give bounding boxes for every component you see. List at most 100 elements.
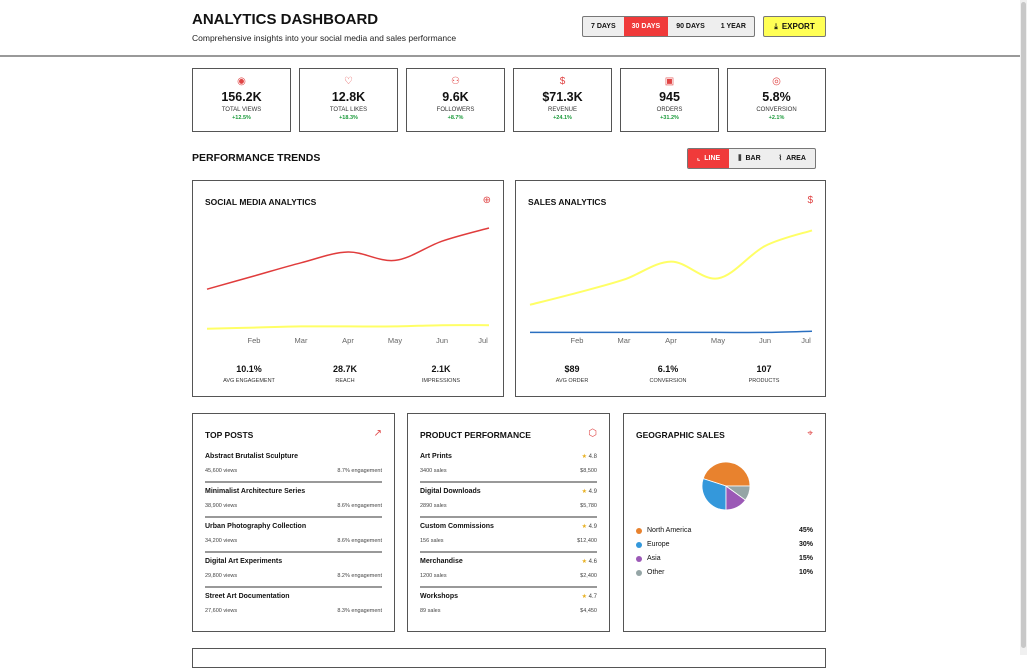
kpi-label: CONVERSION bbox=[756, 107, 797, 113]
x-tick-label: Feb bbox=[571, 336, 584, 345]
download-icon: ⤓ bbox=[774, 21, 778, 31]
list-item[interactable]: Art Prints ★ 4.8 3400 sales $8,500 bbox=[420, 448, 597, 483]
legend-label: Asia bbox=[647, 555, 661, 562]
page-title: ANALYTICS DASHBOARD bbox=[192, 11, 379, 28]
users-icon: ⚇ bbox=[451, 76, 460, 87]
kpi-change: +31.2% bbox=[660, 115, 679, 121]
pie-slice-europe bbox=[701, 478, 727, 511]
x-tick-label: Feb bbox=[248, 336, 261, 345]
dollar-icon: $ bbox=[559, 76, 566, 87]
post-views: 34,200 views bbox=[205, 538, 238, 544]
legend-value: 10% bbox=[798, 569, 813, 576]
post-engagement: 8.6% engagement bbox=[337, 538, 382, 544]
bar-chart-icon: ⫼ bbox=[738, 155, 742, 162]
top-posts-card: TOP POSTS ↗ Abstract Brutalist Sculpture… bbox=[192, 413, 395, 632]
product-rating: ★ 4.6 bbox=[581, 559, 597, 565]
kpi-value: 156.2K bbox=[221, 90, 262, 104]
eye-icon: ◉ bbox=[237, 76, 246, 87]
post-views: 38,900 views bbox=[205, 503, 238, 509]
range-90-days[interactable]: 90 DAYS bbox=[676, 23, 705, 30]
scrollbar-thumb[interactable] bbox=[1021, 2, 1026, 648]
list-item[interactable]: Urban Photography Collection 34,200 view… bbox=[205, 518, 382, 553]
dollar-icon: $ bbox=[807, 195, 813, 206]
post-views: 45,600 views bbox=[205, 468, 238, 474]
geographic-sales-card: GEOGRAPHIC SALES ⌖ North America 45% Eur… bbox=[623, 413, 826, 632]
kpi-change: +12.5% bbox=[232, 115, 251, 121]
series-line-0 bbox=[529, 229, 813, 306]
product-name: Workshops bbox=[420, 593, 458, 600]
post-engagement: 8.7% engagement bbox=[337, 468, 382, 474]
target-icon: ◎ bbox=[772, 76, 781, 87]
social-media-card: SOCIAL MEDIA ANALYTICS ⊕ Feb Mar Apr May Jun… bbox=[192, 180, 504, 397]
product-name: Art Prints bbox=[420, 453, 452, 460]
legend-value: 15% bbox=[798, 555, 813, 562]
stat-label: IMPRESSIONS bbox=[421, 378, 461, 384]
kpi-card: ◎ 5.8% CONVERSION +2.1% bbox=[727, 68, 826, 132]
toggle-area[interactable]: ⌇ AREA bbox=[770, 149, 815, 168]
kpi-change: +8.7% bbox=[447, 115, 464, 121]
x-tick-label: May bbox=[388, 336, 402, 345]
legend-item: North America 45% bbox=[636, 527, 813, 541]
list-item[interactable]: Workshops ★ 4.7 89 sales $4,450 bbox=[420, 588, 597, 623]
geo-pie-chart bbox=[701, 461, 751, 511]
stat-label: AVG ENGAGEMENT bbox=[223, 378, 275, 384]
post-name: Urban Photography Collection bbox=[205, 523, 307, 530]
x-tick-label: Apr bbox=[665, 336, 677, 345]
trending-up-icon: ↗ bbox=[373, 428, 382, 439]
chart-stat: 2.1K IMPRESSIONS bbox=[391, 364, 491, 384]
chart-stat: 10.1% AVG ENGAGEMENT bbox=[199, 364, 299, 384]
kpi-card: $ $71.3K REVENUE +24.1% bbox=[513, 68, 612, 132]
export-button[interactable]: ⤓ EXPORT bbox=[763, 16, 826, 37]
toggle-bar[interactable]: ⫼ BAR bbox=[729, 149, 769, 168]
kpi-label: ORDERS bbox=[656, 107, 683, 113]
post-engagement: 8.3% engagement bbox=[337, 608, 382, 614]
stat-value: 6.1% bbox=[657, 364, 679, 374]
stat-label: REACH bbox=[335, 378, 355, 384]
list-item[interactable]: Minimalist Architecture Series 38,900 vi… bbox=[205, 483, 382, 518]
legend-value: 45% bbox=[798, 527, 813, 534]
social-line-chart: Feb Mar Apr May Jun Jul bbox=[206, 227, 490, 345]
series-line-1 bbox=[530, 330, 813, 334]
kpi-label: TOTAL LIKES bbox=[329, 107, 368, 113]
list-item[interactable]: Street Art Documentation 27,600 views 8.… bbox=[205, 588, 382, 623]
range-7-days[interactable]: 7 DAYS bbox=[591, 23, 616, 30]
star-icon: ★ bbox=[581, 594, 587, 600]
post-views: 29,800 views bbox=[205, 573, 238, 579]
page-subtitle: Comprehensive insights into your social … bbox=[192, 33, 457, 43]
toggle-line[interactable]: ⌞ LINE bbox=[688, 149, 730, 168]
legend-label: Europe bbox=[647, 541, 670, 548]
stat-label: PRODUCTS bbox=[748, 378, 780, 384]
list-item[interactable]: Custom Commissions ★ 4.9 156 sales $12,4… bbox=[420, 518, 597, 553]
card-title: SOCIAL MEDIA ANALYTICS bbox=[205, 197, 317, 207]
x-tick-label: Mar bbox=[618, 336, 631, 345]
list-item[interactable]: Merchandise ★ 4.6 1200 sales $2,400 bbox=[420, 553, 597, 588]
x-tick-label: Mar bbox=[295, 336, 308, 345]
kpi-value: 9.6K bbox=[442, 90, 469, 104]
x-tick-label: Jul bbox=[801, 336, 811, 345]
header-divider bbox=[0, 55, 1020, 57]
star-icon: ★ bbox=[581, 559, 587, 565]
stat-value: 107 bbox=[756, 364, 772, 374]
chart-stat: 107 PRODUCTS bbox=[714, 364, 814, 384]
section-title: PERFORMANCE TRENDS bbox=[192, 152, 321, 164]
series-line-0 bbox=[206, 227, 490, 290]
x-tick-label: Jun bbox=[759, 336, 771, 345]
x-tick-label: May bbox=[711, 336, 725, 345]
product-revenue: $8,500 bbox=[580, 468, 597, 474]
legend-swatch bbox=[636, 528, 642, 534]
chart-type-toggle: ⌞ LINE ⫼ BAR ⌇ AREA bbox=[687, 148, 816, 169]
range-30-days[interactable]: 30 DAYS bbox=[623, 17, 669, 36]
pie-slice-other bbox=[724, 485, 751, 501]
legend-label: North America bbox=[647, 527, 692, 534]
post-name: Street Art Documentation bbox=[205, 593, 290, 600]
list-item[interactable]: Abstract Brutalist Sculpture 45,600 view… bbox=[205, 448, 382, 483]
list-item[interactable]: Digital Downloads ★ 4.9 2890 sales $5,78… bbox=[420, 483, 597, 518]
range-1-year[interactable]: 1 YEAR bbox=[720, 23, 746, 30]
kpi-card: ⚇ 9.6K FOLLOWERS +8.7% bbox=[406, 68, 505, 132]
legend-value: 30% bbox=[798, 541, 813, 548]
product-rating: ★ 4.7 bbox=[581, 594, 597, 600]
list-item[interactable]: Digital Art Experiments 29,800 views 8.2… bbox=[205, 553, 382, 588]
map-pin-icon: ⌖ bbox=[807, 428, 813, 439]
legend-swatch bbox=[636, 542, 642, 548]
legend-item: Europe 30% bbox=[636, 541, 813, 555]
